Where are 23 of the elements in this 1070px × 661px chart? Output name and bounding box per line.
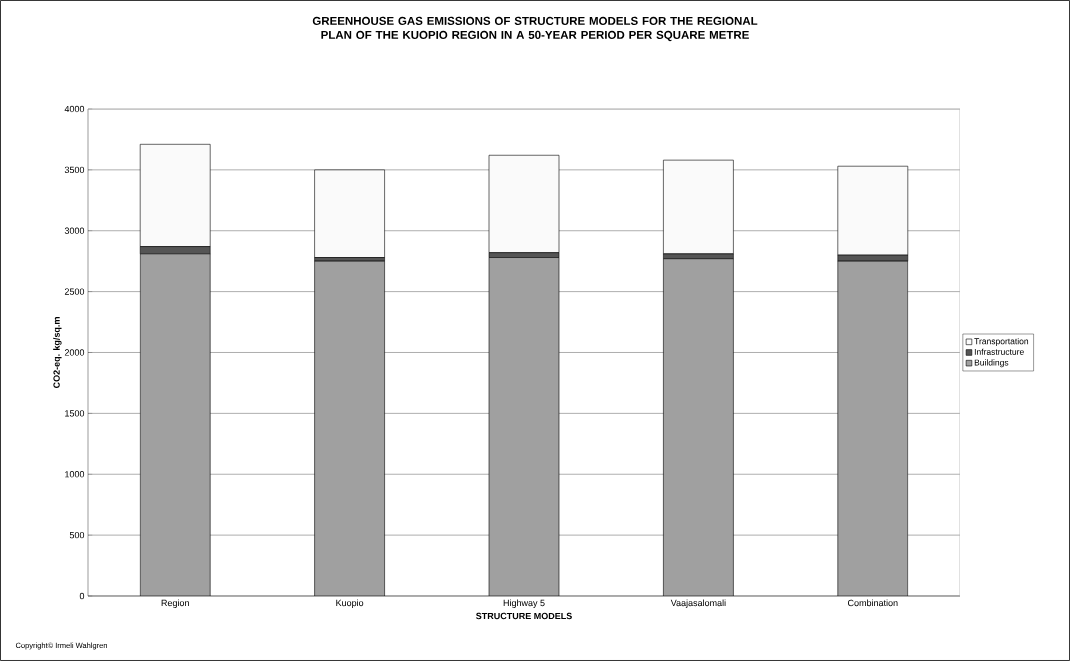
x-axis-title: STRUCTURE MODELS bbox=[476, 612, 572, 620]
y-tick-label: 2500 bbox=[64, 288, 85, 295]
x-tick-label: Highway 5 bbox=[503, 599, 545, 608]
y-tick-label: 3500 bbox=[64, 166, 85, 174]
y-tick-label: 2000 bbox=[64, 349, 85, 356]
legend-label: Buildings bbox=[974, 359, 1009, 368]
bar bbox=[488, 154, 560, 253]
x-tick-label: Kuopio bbox=[336, 599, 364, 608]
legend-label: Transportation bbox=[974, 338, 1029, 346]
x-tick-label: Region bbox=[161, 599, 189, 608]
x-tick-label: Combination bbox=[848, 599, 898, 607]
bar bbox=[663, 159, 734, 255]
bar bbox=[314, 169, 385, 258]
chart-title: GREENHOUSE GAS EMISSIONS OF STRUCTURE MODELS FOR THE REGIONAL PLAN OF THE KUOPIO REGION IN A 50-YEAR PERIOD PER SQUARE METRE bbox=[312, 16, 758, 42]
y-tick-label: 500 bbox=[69, 531, 85, 539]
y-tick-label: 3000 bbox=[64, 227, 85, 234]
y-tick-label: 4000 bbox=[64, 105, 85, 113]
y-tick-label: 0 bbox=[79, 592, 85, 600]
legend-label: Infrastructure bbox=[974, 348, 1024, 355]
y-tick-label: 1500 bbox=[65, 410, 85, 417]
y-tick-label: 1000 bbox=[65, 471, 85, 478]
y-axis-title: CO2-eq. kg/sq.m bbox=[53, 317, 62, 389]
x-tick-label: Vaajasalomali bbox=[670, 599, 726, 608]
